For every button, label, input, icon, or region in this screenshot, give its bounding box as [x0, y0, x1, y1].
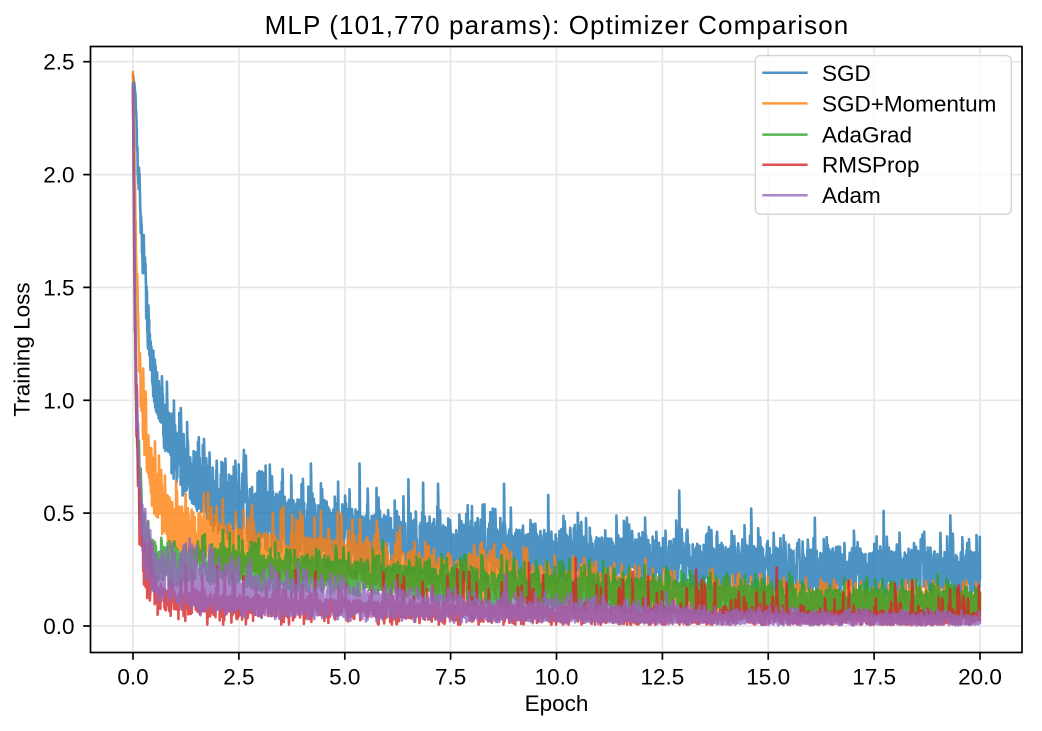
svg-text:Adam: Adam	[822, 183, 881, 208]
svg-text:0.5: 0.5	[43, 501, 74, 526]
svg-text:SGD: SGD	[822, 61, 871, 86]
svg-text:Epoch: Epoch	[525, 691, 589, 716]
svg-text:0.0: 0.0	[43, 614, 74, 639]
svg-text:1.5: 1.5	[43, 275, 74, 300]
svg-text:AdaGrad: AdaGrad	[822, 123, 912, 148]
svg-text:0.0: 0.0	[117, 665, 148, 690]
svg-text:MLP (101,770 params): Optimize: MLP (101,770 params): Optimizer Comparis…	[265, 10, 850, 40]
svg-text:12.5: 12.5	[641, 665, 685, 690]
svg-text:10.0: 10.0	[535, 665, 579, 690]
svg-text:SGD+Momentum: SGD+Momentum	[822, 91, 996, 116]
svg-text:20.0: 20.0	[958, 665, 1002, 690]
svg-text:2.5: 2.5	[223, 665, 254, 690]
svg-text:5.0: 5.0	[329, 665, 360, 690]
svg-text:1.0: 1.0	[43, 388, 74, 413]
svg-text:2.5: 2.5	[43, 50, 74, 75]
svg-text:Training Loss: Training Loss	[10, 282, 35, 416]
svg-text:RMSProp: RMSProp	[822, 153, 920, 178]
svg-text:2.0: 2.0	[43, 163, 74, 188]
svg-text:7.5: 7.5	[435, 665, 466, 690]
svg-text:17.5: 17.5	[852, 665, 896, 690]
svg-text:15.0: 15.0	[746, 665, 790, 690]
